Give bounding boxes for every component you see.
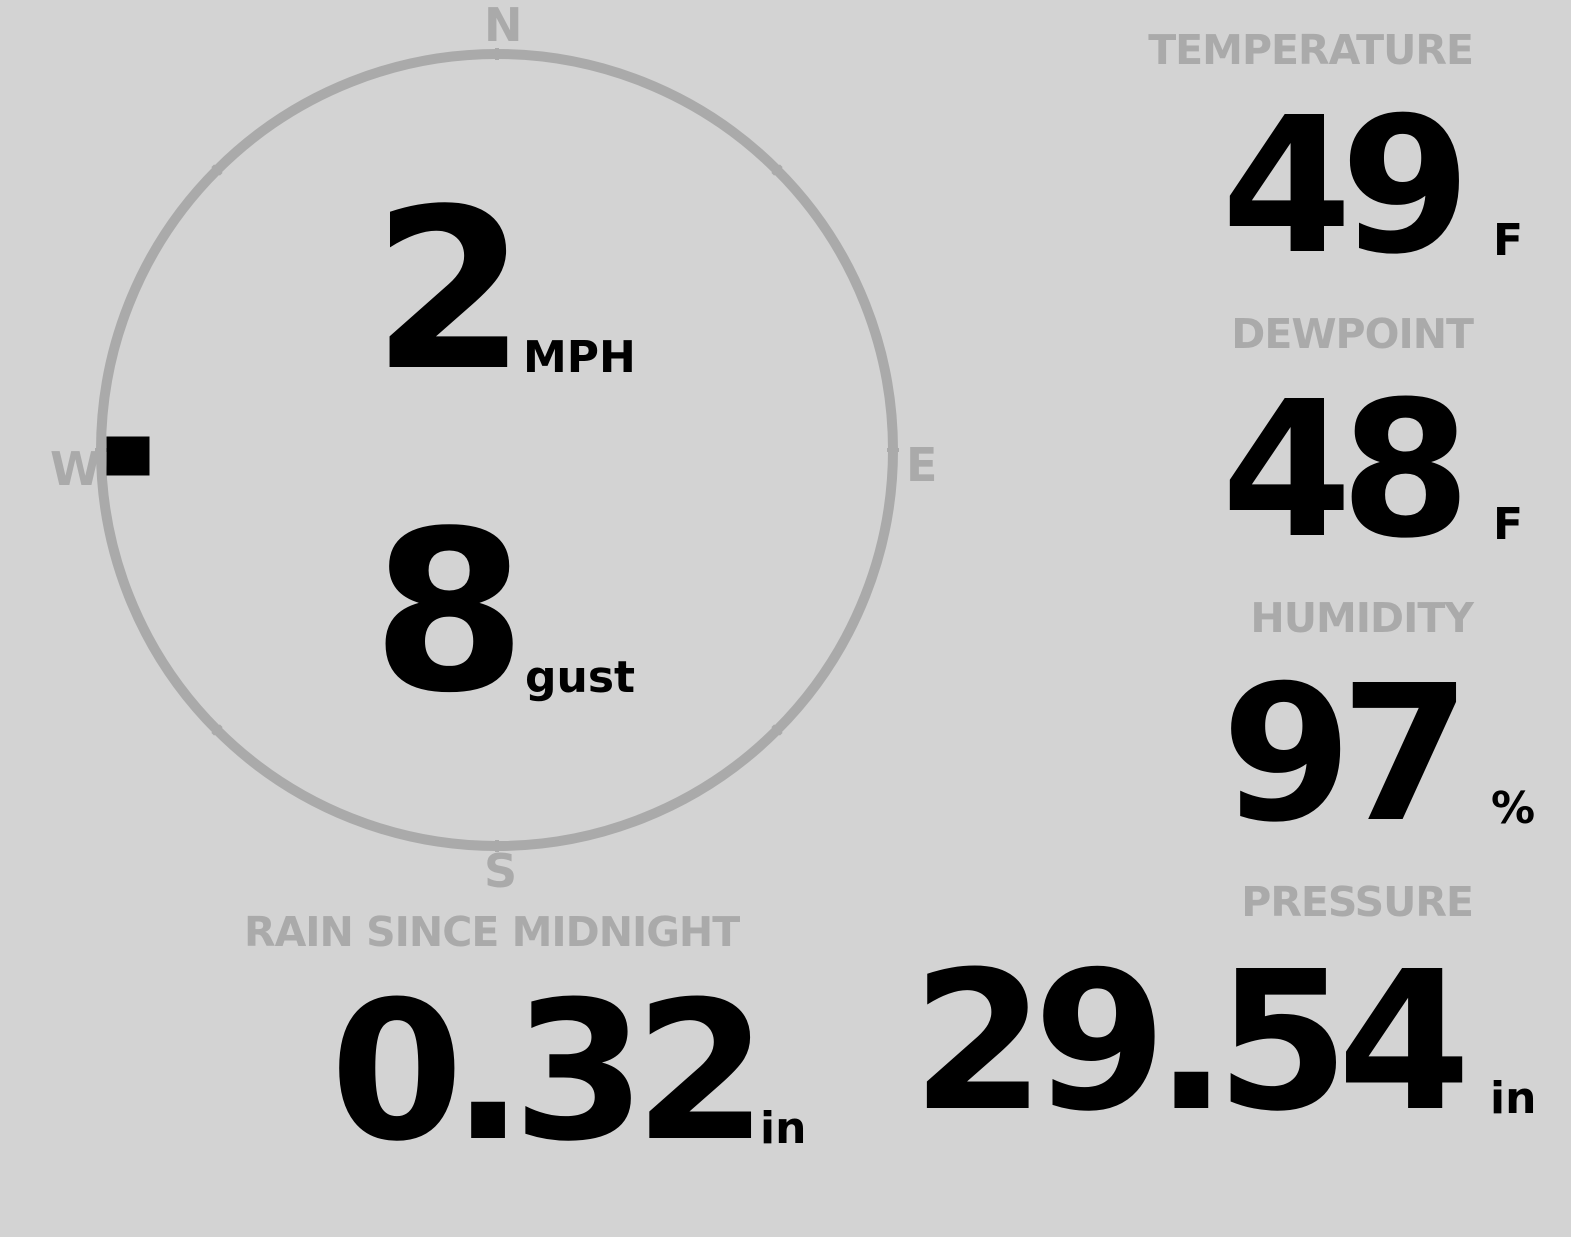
compass-tick — [211, 164, 223, 176]
compass-east-label: E — [906, 438, 938, 492]
compass-west-label: W — [50, 442, 101, 496]
pressure-label: PRESSURE — [1241, 878, 1474, 926]
humidity-value: 97 — [1221, 645, 1471, 864]
compass-tick — [771, 724, 783, 736]
wind-speed-unit: MPH — [523, 332, 636, 383]
dewpoint-unit: F — [1493, 499, 1524, 550]
temperature-value: 49 — [1221, 77, 1471, 296]
temperature-label: TEMPERATURE — [1148, 26, 1474, 74]
compass-tick — [771, 164, 783, 176]
compass-north-label: N — [484, 0, 523, 52]
wind-speed-value: 2 — [372, 162, 527, 420]
dewpoint-value: 48 — [1221, 361, 1471, 580]
wind-gust-value: 8 — [372, 484, 527, 742]
wind-gust-unit: gust — [525, 652, 636, 703]
temperature-unit: F — [1493, 215, 1524, 266]
pressure-value: 29.54 — [911, 931, 1471, 1154]
pressure-unit: in — [1490, 1073, 1537, 1124]
dewpoint-label: DEWPOINT — [1231, 310, 1474, 358]
compass-tick — [211, 724, 223, 736]
humidity-label: HUMIDITY — [1250, 594, 1474, 642]
rain-label: RAIN SINCE MIDNIGHT — [244, 908, 740, 956]
rain-value: 0.32 — [330, 961, 768, 1184]
wind-direction-marker — [106, 436, 150, 476]
compass-south-label: S — [484, 844, 518, 898]
humidity-unit: % — [1491, 783, 1536, 834]
rain-unit: in — [760, 1103, 807, 1154]
